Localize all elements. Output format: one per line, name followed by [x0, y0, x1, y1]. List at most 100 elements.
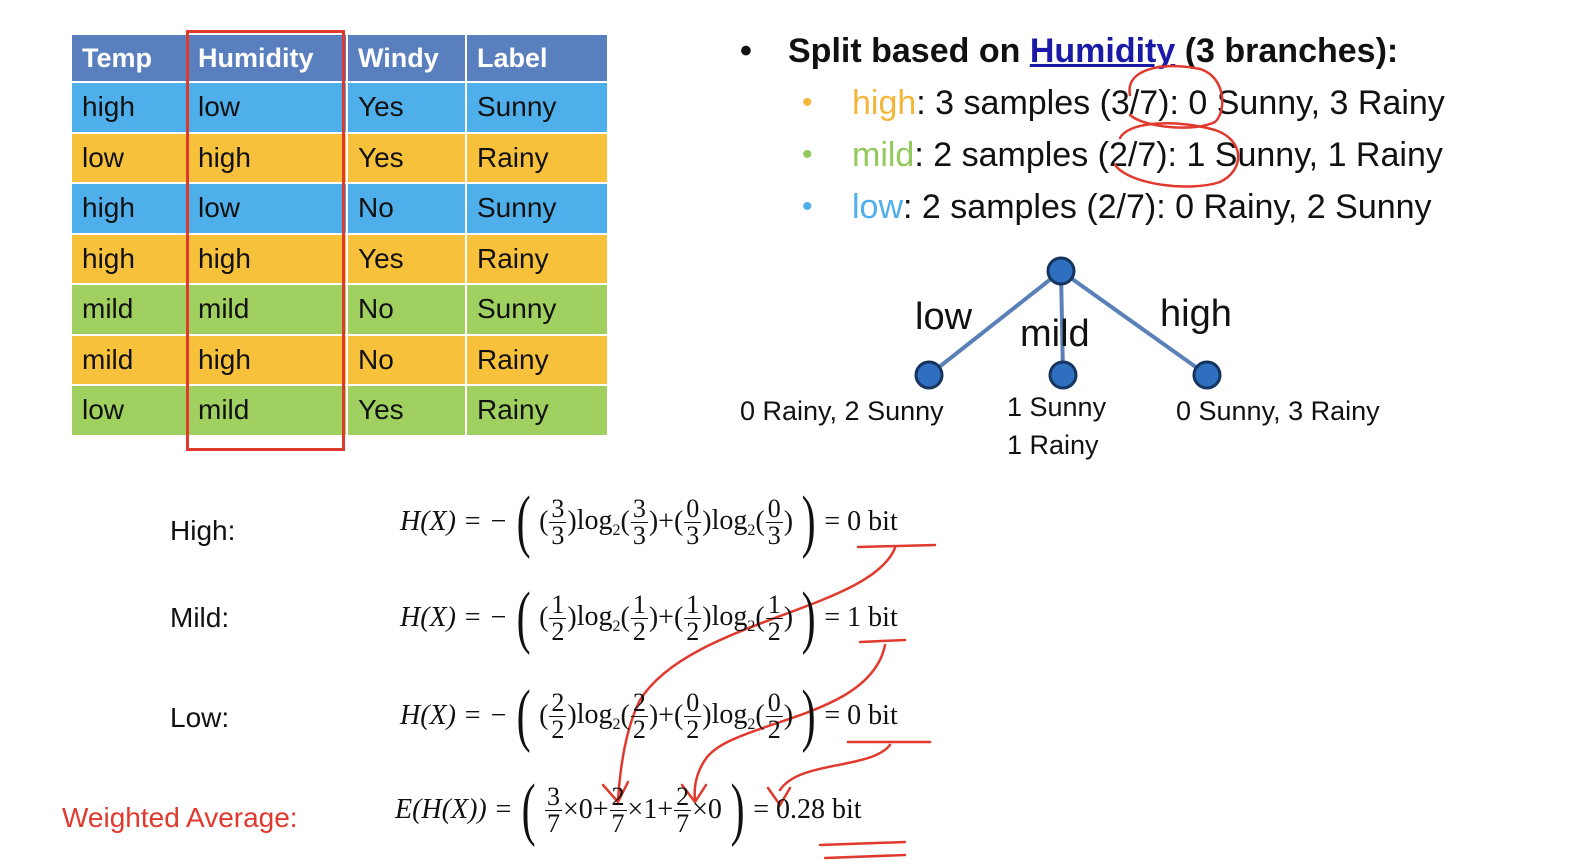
paren: )	[567, 506, 577, 537]
leaf-label-mild-1: 1 Sunny	[1007, 392, 1107, 422]
ehx-symbol: E(H(X)) =	[395, 794, 513, 825]
label-high: High:	[170, 515, 236, 546]
leaf-node-low	[914, 360, 944, 390]
arrow-low	[778, 743, 892, 792]
paren-close: )	[730, 771, 745, 848]
cell-temp: high	[70, 232, 188, 285]
log-term: log2	[576, 698, 621, 733]
cell-humidity: mild	[186, 283, 348, 336]
tree-nodes	[914, 256, 1222, 390]
header-temp: Temp	[70, 33, 188, 83]
split-key-high: high	[852, 84, 917, 122]
arrow-mild	[693, 643, 887, 802]
underline-result-2	[823, 853, 907, 860]
leaf-node-high	[1192, 360, 1222, 390]
cell-label: Sunny	[465, 81, 609, 134]
table-row: high low Yes Sunny	[70, 81, 609, 134]
leaf-label-high: 0 Sunny, 3 Rainy	[1176, 396, 1380, 426]
edge-low	[927, 269, 1063, 377]
paren-open: (	[516, 579, 531, 656]
arrow-low-head	[766, 786, 792, 808]
cell-windy: No	[346, 182, 467, 235]
result-weighted: = 0.28 bit	[753, 794, 862, 825]
formula-mild: H(X) = − ( (1 2)log2(1 2)+(1 2)log2(1 2) ) =…	[400, 579, 898, 656]
table-row: low mild Yes Rainy	[70, 384, 609, 437]
tree-edges	[927, 269, 1209, 377]
cell-label: Sunny	[465, 283, 609, 336]
humidity-link[interactable]: Humidity	[1029, 32, 1176, 70]
cell-label: Rainy	[465, 131, 609, 184]
header-humidity: Humidity	[186, 33, 348, 83]
underline-high	[856, 543, 937, 549]
edge-mild	[1059, 270, 1065, 376]
paren: (	[539, 506, 549, 537]
table-row: high high Yes Rainy	[70, 232, 609, 285]
split-item-low: • low: 2 samples (2/7): 0 Rainy, 2 Sunny	[740, 182, 1445, 234]
log-term: log2	[576, 504, 621, 539]
cell-label: Rainy	[465, 333, 609, 386]
split-item-mild: • mild: 2 samples (2/7): 1 Sunny, 1 Rain…	[740, 130, 1445, 182]
value: 0	[707, 794, 722, 825]
hx-symbol: H(X) = −	[400, 700, 508, 731]
result-low: = 0 bit	[824, 700, 898, 731]
root-node	[1046, 256, 1076, 286]
cell-label: Rainy	[465, 232, 609, 285]
table-row: mild high No Rainy	[70, 333, 609, 386]
cell-temp: mild	[70, 333, 188, 386]
formula-low: H(X) = − ( (2 2)log2(2 2)+(0 2)log2(0 2) ) =…	[400, 677, 898, 754]
cell-windy: No	[346, 333, 467, 386]
paren-open: (	[516, 483, 531, 560]
label-mild: Mild:	[170, 602, 230, 633]
split-heading: • Split based on Humidity (3 branches):	[740, 28, 1445, 78]
header-windy: Windy	[346, 33, 467, 83]
cell-temp: mild	[70, 283, 188, 336]
cell-temp: low	[70, 131, 188, 184]
table-row: high low No Sunny	[70, 182, 609, 235]
log-term: log2	[711, 698, 756, 733]
cell-humidity: high	[186, 232, 348, 285]
log-term: log2	[711, 504, 756, 539]
log-term: log2	[576, 600, 621, 635]
cell-temp: high	[70, 182, 188, 235]
split-key-low: low	[852, 188, 904, 226]
formula-high: H(X) = − ( (3 3)log2(3 3)+(0 3)log2(0 3) ) =…	[400, 483, 898, 560]
circle-2-7	[1113, 122, 1240, 188]
branch-label-low: low	[915, 296, 973, 338]
cell-windy: No	[346, 283, 467, 336]
edge-high	[1059, 269, 1209, 377]
header-label: Label	[465, 33, 609, 83]
arrow-mild-head	[680, 783, 708, 805]
split-prefix: Split based on	[788, 32, 1030, 70]
table-header-row: Temp Humidity Windy Label	[70, 33, 609, 83]
cell-label: Rainy	[465, 384, 609, 437]
bullet-dot: •	[802, 138, 813, 171]
label-low: Low:	[170, 702, 230, 733]
leaf-label-mild-2: 1 Rainy	[1007, 430, 1099, 460]
humidity-column-highlight	[186, 30, 345, 451]
paren-open: (	[521, 771, 536, 848]
split-item-high: • high: 3 samples (3/7): 0 Sunny, 3 Rain…	[740, 78, 1445, 130]
cell-temp: low	[70, 384, 188, 437]
split-text-low: : 2 samples (2/7): 0 Rainy, 2 Sunny	[903, 188, 1432, 226]
split-text-high: : 3 samples (3/7): 0 Sunny, 3 Rainy	[916, 84, 1445, 122]
cell-humidity: high	[186, 131, 348, 184]
branch-label-high: high	[1160, 293, 1232, 335]
cell-windy: Yes	[346, 384, 467, 437]
split-text-mild: : 2 samples (2/7): 1 Sunny, 1 Rainy	[914, 136, 1443, 174]
log-term: log2	[711, 600, 756, 635]
cell-windy: Yes	[346, 131, 467, 184]
paren-close: )	[801, 483, 816, 560]
paren-open: (	[516, 677, 531, 754]
